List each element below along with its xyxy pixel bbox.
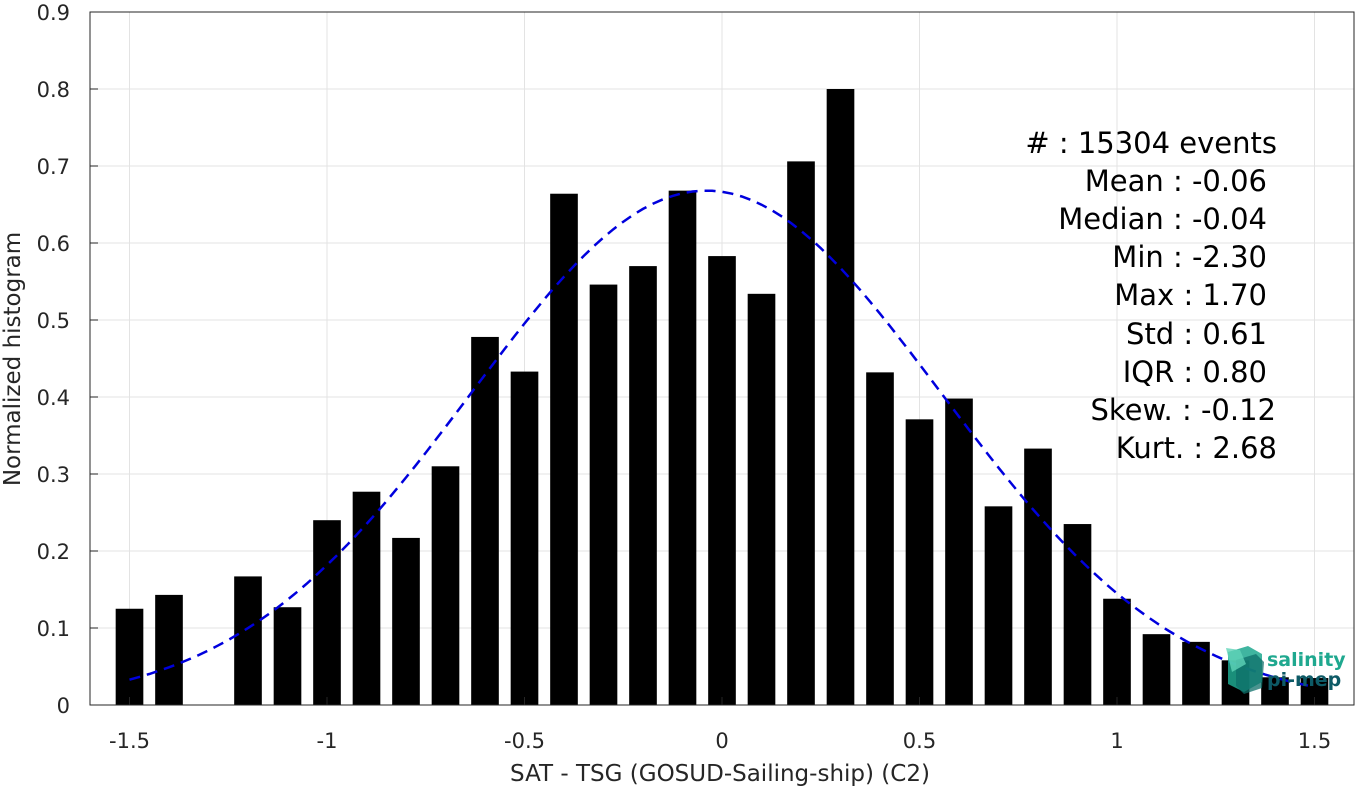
histogram-bar [431,466,460,705]
salinity-pimep-logo: salinity pi-mep [1226,646,1346,694]
histogram-bar [866,372,894,705]
histogram-bar [1182,641,1210,705]
x-axis-ticks: -1.5 -1 -0.5 0 0.5 1 1.5 [109,697,1331,753]
histogram-bar [313,520,341,705]
histogram-bar [787,161,815,705]
stat-mean: Mean : -0.06 [1085,164,1267,198]
histogram-bar [1024,448,1052,705]
stat-skew: Skew. : -0.12 [1090,393,1276,427]
y-axis-label: Normalized histogram [0,232,26,486]
y-tick-label: 0.3 [37,463,70,487]
y-tick-label: 0.5 [37,309,70,333]
histogram-bar [708,256,736,705]
histogram-bar [629,266,657,705]
y-axis-ticks: 0 0.1 0.2 0.3 0.4 0.5 0.6 0.7 0.8 0.9 [37,1,98,718]
histogram-bar [392,537,420,705]
x-tick-label: -1 [317,729,338,753]
stat-iqr: IQR : 0.80 [1123,355,1267,389]
histogram-bar [1261,677,1289,705]
y-tick-label: 0.7 [37,155,70,179]
stats-annotation: # : 15304 events Mean : -0.06 Median : -… [1025,126,1277,465]
stat-median: Median : -0.04 [1058,202,1267,236]
logo-icon [1226,646,1264,694]
y-tick-label: 0.2 [37,540,70,564]
x-tick-label: 1.5 [1298,729,1331,753]
histogram-bar [826,89,855,705]
histogram-bar [589,284,618,705]
y-tick-label: 0.1 [37,617,70,641]
histogram-bar [945,398,973,705]
x-tick-label: 0.5 [903,729,936,753]
histogram-bar [155,594,183,705]
y-tick-label: 0.9 [37,1,70,25]
stat-min: Min : -2.30 [1112,240,1267,274]
x-tick-label: 0 [715,729,728,753]
histogram-bar [234,576,262,705]
histogram-bar [747,293,776,705]
y-tick-label: 0 [57,694,70,718]
stat-events: # : 15304 events [1025,126,1277,160]
y-tick-label: 0.6 [37,232,70,256]
x-tick-label: -0.5 [504,729,545,753]
histogram-bar [550,193,578,705]
histogram-bar [1103,598,1131,705]
x-tick-label: 1 [1110,729,1123,753]
histogram-bar [1142,634,1171,705]
histogram-bar [984,506,1013,705]
x-tick-label: -1.5 [109,729,150,753]
y-tick-label: 0.8 [37,78,70,102]
stat-std: Std : 0.61 [1126,317,1267,351]
histogram-bar [471,336,499,705]
histogram-bar [115,608,144,705]
bars [115,89,1329,705]
histogram-bar [1063,524,1092,705]
y-tick-label: 0.4 [37,386,70,410]
logo-text-pimep: pi-mep [1267,669,1341,691]
x-axis-label: SAT - TSG (GOSUD-Sailing-ship) (C2) [510,761,930,787]
stat-max: Max : 1.70 [1114,278,1267,312]
histogram-bar [273,607,302,705]
logo-text-salinity: salinity [1267,649,1346,671]
histogram-bar [668,190,697,705]
stat-kurt: Kurt. : 2.68 [1116,431,1277,465]
histogram-bar [905,419,934,705]
histogram-bar [352,491,381,705]
histogram-bar [510,371,539,705]
